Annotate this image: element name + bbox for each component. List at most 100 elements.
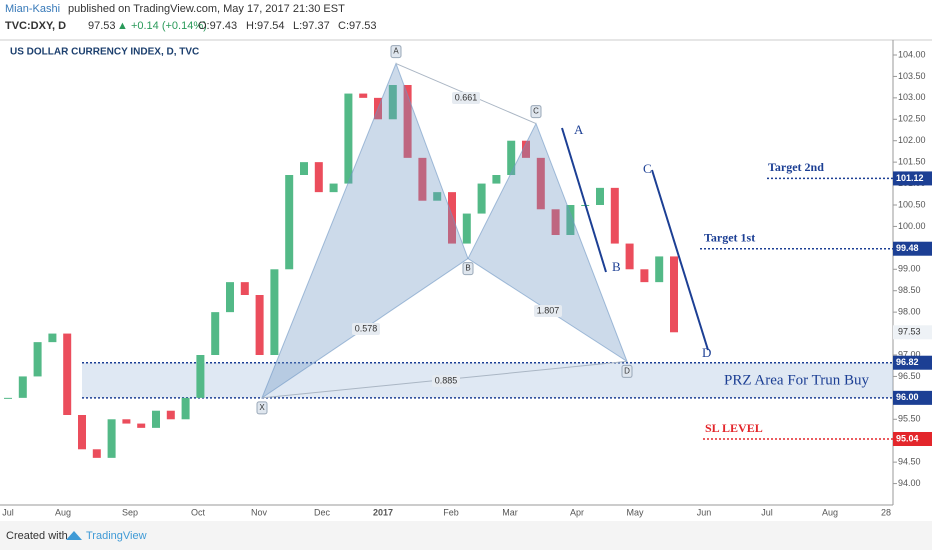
- candle: [462, 213, 471, 244]
- price-tag: [893, 432, 932, 446]
- prz-zone: [82, 362, 893, 398]
- open: O:97.43: [198, 20, 237, 32]
- point-label: A: [393, 47, 399, 56]
- candle: [640, 269, 649, 283]
- price-tag-label: 99.48: [896, 243, 919, 253]
- price-tag: [893, 355, 932, 370]
- candle: [196, 355, 205, 398]
- candle: [359, 93, 368, 98]
- y-tick-label: 98.00: [898, 307, 921, 317]
- point-tag: [530, 105, 542, 119]
- x-tick-label: Aug: [55, 507, 71, 517]
- symbol: TVC:DXY, D: [5, 20, 66, 32]
- last-price-tag: [893, 325, 932, 340]
- y-tick-label: 103.50: [898, 71, 926, 81]
- candle: [137, 423, 146, 428]
- x-tick-label: Sep: [122, 507, 138, 517]
- author[interactable]: Mian-Kashi: [5, 3, 60, 15]
- point-tag: [462, 262, 474, 276]
- candle: [670, 256, 678, 333]
- candle: [596, 187, 604, 205]
- change: ▲ +0.14 (+0.14%): [117, 20, 207, 32]
- candle: [226, 282, 234, 313]
- candle: [285, 175, 294, 270]
- header-bg: [0, 0, 932, 40]
- x-tick-label: Jul: [761, 507, 773, 517]
- candle: [4, 397, 12, 399]
- x-tick-label: Mar: [502, 507, 518, 517]
- point-label: B: [465, 264, 470, 273]
- price-tag-label: 96.00: [896, 392, 919, 402]
- close: C:97.53: [338, 20, 377, 32]
- candle: [418, 157, 427, 201]
- level-label: SL LEVEL: [705, 421, 763, 435]
- candle: [122, 419, 131, 424]
- candle: [388, 85, 397, 120]
- candle: [181, 397, 190, 420]
- point-tag: [621, 364, 633, 378]
- y-tick-label: 102.50: [898, 114, 926, 124]
- leg-label: D: [702, 345, 711, 360]
- y-tick-label: 96.50: [898, 371, 921, 381]
- price-tag: [893, 171, 932, 186]
- x-tick-label: Jul: [2, 507, 14, 517]
- price-tag-label: 95.04: [896, 433, 919, 443]
- x-tick-label: Nov: [251, 507, 268, 517]
- footer-created: Created with: [6, 530, 68, 542]
- x-tick-label: 28: [881, 507, 891, 517]
- candle: [329, 183, 338, 193]
- x-tick-label: Oct: [191, 507, 206, 517]
- footer-bg: [0, 521, 932, 550]
- y-tick-label: 100.00: [898, 221, 926, 231]
- candle: [507, 140, 516, 175]
- y-tick-label: 94.00: [898, 478, 921, 488]
- candle: [433, 192, 442, 201]
- x-tick-label: Jun: [697, 507, 712, 517]
- candle: [48, 333, 57, 343]
- x-tick-label: Dec: [314, 507, 331, 517]
- candle: [448, 192, 456, 244]
- y-tick-label: 95.50: [898, 414, 921, 424]
- x-tick-label: Apr: [570, 507, 584, 517]
- candle: [536, 157, 545, 210]
- leg-line: [651, 169, 709, 351]
- candle: [211, 312, 220, 355]
- point-tag: [390, 45, 402, 59]
- x-tick-label: May: [626, 507, 644, 517]
- candle: [18, 376, 27, 398]
- price: 97.53: [88, 20, 116, 32]
- footer-brand[interactable]: TradingView: [86, 530, 147, 542]
- candle: [152, 410, 160, 428]
- candle: [625, 243, 634, 270]
- point-tag: [256, 401, 268, 415]
- leg-label: A: [574, 122, 584, 137]
- ratio-label: 0.661: [455, 92, 478, 102]
- leg-line: [561, 127, 607, 273]
- y-tick-label: 97.00: [898, 349, 921, 359]
- x-tick-label: Aug: [822, 507, 838, 517]
- ratio-label: 1.807: [537, 305, 560, 315]
- candle: [300, 162, 308, 175]
- x-tick-label: 2017: [373, 507, 393, 517]
- point-label: C: [533, 107, 539, 116]
- x-tick-label: Feb: [443, 507, 459, 517]
- candle: [33, 342, 42, 377]
- candle: [166, 410, 175, 420]
- candle: [655, 256, 664, 283]
- low: L:97.37: [293, 20, 330, 32]
- y-tick-label: 101.50: [898, 157, 926, 167]
- candle: [522, 140, 530, 158]
- candle: [492, 175, 501, 184]
- candle: [477, 183, 486, 214]
- leg-label: B: [612, 259, 621, 274]
- candle: [270, 269, 279, 355]
- published: published on TradingView.com, May 17, 20…: [68, 3, 345, 15]
- point-label: D: [624, 367, 630, 376]
- candle: [255, 295, 264, 355]
- level-label: Target 2nd: [768, 160, 824, 174]
- price-tag: [893, 241, 932, 256]
- point-label: X: [259, 403, 265, 412]
- candle: [403, 85, 412, 158]
- candle: [240, 282, 249, 295]
